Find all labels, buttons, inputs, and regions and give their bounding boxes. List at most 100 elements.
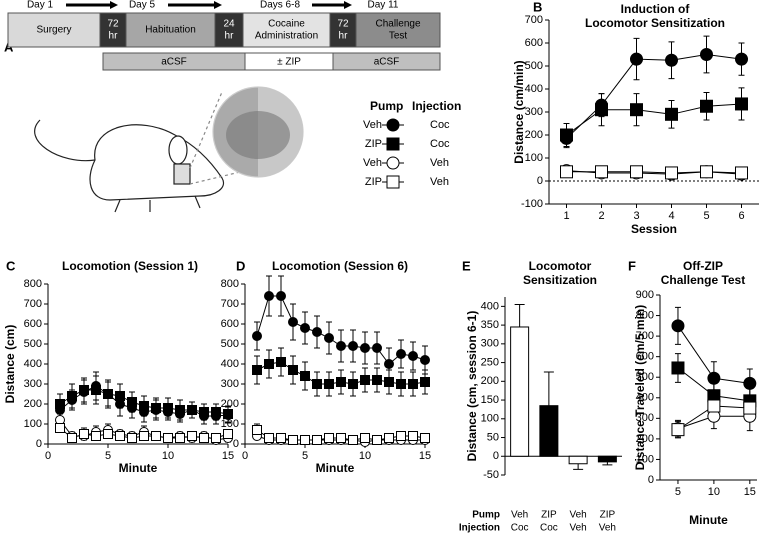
data-point [175, 433, 185, 443]
y-tick-label: 0 [648, 474, 654, 486]
data-point [211, 407, 221, 417]
chart-title: Locomotion (Session 6) [272, 259, 408, 273]
y-tick-label: 350 [481, 319, 499, 331]
data-point [671, 319, 685, 333]
data-point [735, 166, 748, 180]
data-point [223, 409, 233, 419]
legend-marker [386, 118, 400, 132]
legs [114, 195, 201, 213]
data-point [372, 343, 382, 353]
x-tick-label: 5 [105, 450, 111, 462]
bar [510, 326, 530, 457]
y-tick-label: 400 [636, 392, 654, 404]
y-tick-label: 400 [525, 83, 543, 95]
data-point [163, 403, 173, 413]
chart-title: Locomotion (Session 1) [62, 259, 198, 273]
data-point [91, 385, 101, 395]
y-tick-label: 400 [221, 358, 239, 370]
x-tick-label: 4 [668, 210, 674, 222]
data-point [396, 379, 406, 389]
bar [539, 405, 559, 457]
data-point [103, 389, 113, 399]
panel-label: E [462, 258, 471, 273]
y-tick-label: 150 [481, 394, 499, 406]
timeline-label: Test [389, 31, 408, 42]
x-axis-label: Session [631, 222, 677, 236]
panel-label: F [628, 258, 636, 273]
data-point [252, 425, 262, 435]
day-label: Day 1 [27, 0, 54, 11]
timeline-arrows [66, 1, 352, 9]
legend-header: Pump [370, 99, 403, 113]
error-bar [543, 371, 554, 406]
data-point [735, 52, 748, 66]
data-point [163, 433, 173, 443]
timeline-label: 72 [337, 19, 349, 30]
data-point [324, 379, 334, 389]
data-point [336, 433, 346, 443]
data-point [252, 331, 262, 341]
timeline-box [214, 12, 244, 48]
brain-tissue [226, 111, 290, 159]
x-tick-label: Veh [511, 510, 528, 521]
timeline-label: Habituation [145, 25, 196, 36]
y-tick-label: -50 [483, 469, 499, 481]
x-tick-label: 0 [242, 450, 248, 462]
y-tick-label: 200 [24, 398, 42, 410]
data-point [187, 405, 197, 415]
data-point [384, 359, 394, 369]
y-tick-label: 250 [481, 356, 499, 368]
category-row-label: Pump [472, 510, 500, 521]
panel-label: C [6, 258, 16, 273]
data-point [700, 99, 713, 113]
data-point [384, 433, 394, 443]
data-point [560, 165, 573, 179]
x-tick-label: 0 [45, 450, 51, 462]
y-axis-label: Distance (cm) [3, 325, 17, 404]
legend-marker [386, 156, 400, 170]
data-point [300, 435, 310, 445]
mouse-illustration [34, 86, 304, 213]
data-point [300, 371, 310, 381]
data-point [91, 431, 101, 441]
legend-pump: ZIP [365, 176, 382, 188]
infusion-label: ± ZIP [277, 57, 301, 68]
y-tick-label: 900 [636, 289, 654, 301]
y-tick-label: 500 [221, 338, 239, 350]
y-tick-label: 700 [636, 330, 654, 342]
data-point [336, 341, 346, 351]
data-point [211, 433, 221, 443]
data-point [630, 165, 643, 179]
timeline-box [355, 12, 441, 48]
data-point [67, 391, 77, 401]
x-tick-label: 2 [598, 210, 604, 222]
data-point [127, 433, 137, 443]
data-point [79, 429, 89, 439]
y-tick-label: 200 [221, 398, 239, 410]
x-tick-label: 5 [703, 210, 709, 222]
chart-title: Induction of [621, 2, 691, 16]
legend-injection: Veh [430, 176, 449, 188]
legend-pump: Veh [363, 119, 382, 131]
y-tick-label: 0 [36, 438, 42, 450]
timeline-label: hr [339, 31, 349, 42]
data-point [665, 166, 678, 180]
ear [168, 135, 188, 165]
bar [597, 455, 617, 463]
data-point [671, 423, 685, 437]
data-point [139, 431, 149, 441]
legend-marker [386, 137, 400, 151]
data-point [396, 349, 406, 359]
data-point [288, 365, 298, 375]
y-tick-label: 100 [525, 152, 543, 164]
y-tick-label: 300 [525, 106, 543, 118]
data-point [360, 433, 370, 443]
x-tick-label: ZIP [541, 510, 557, 521]
x-tick-label: 10 [162, 450, 174, 462]
y-tick-label: 800 [636, 309, 654, 321]
data-point [630, 103, 643, 117]
infusion-box [332, 52, 441, 71]
y-tick-label: 400 [24, 358, 42, 370]
